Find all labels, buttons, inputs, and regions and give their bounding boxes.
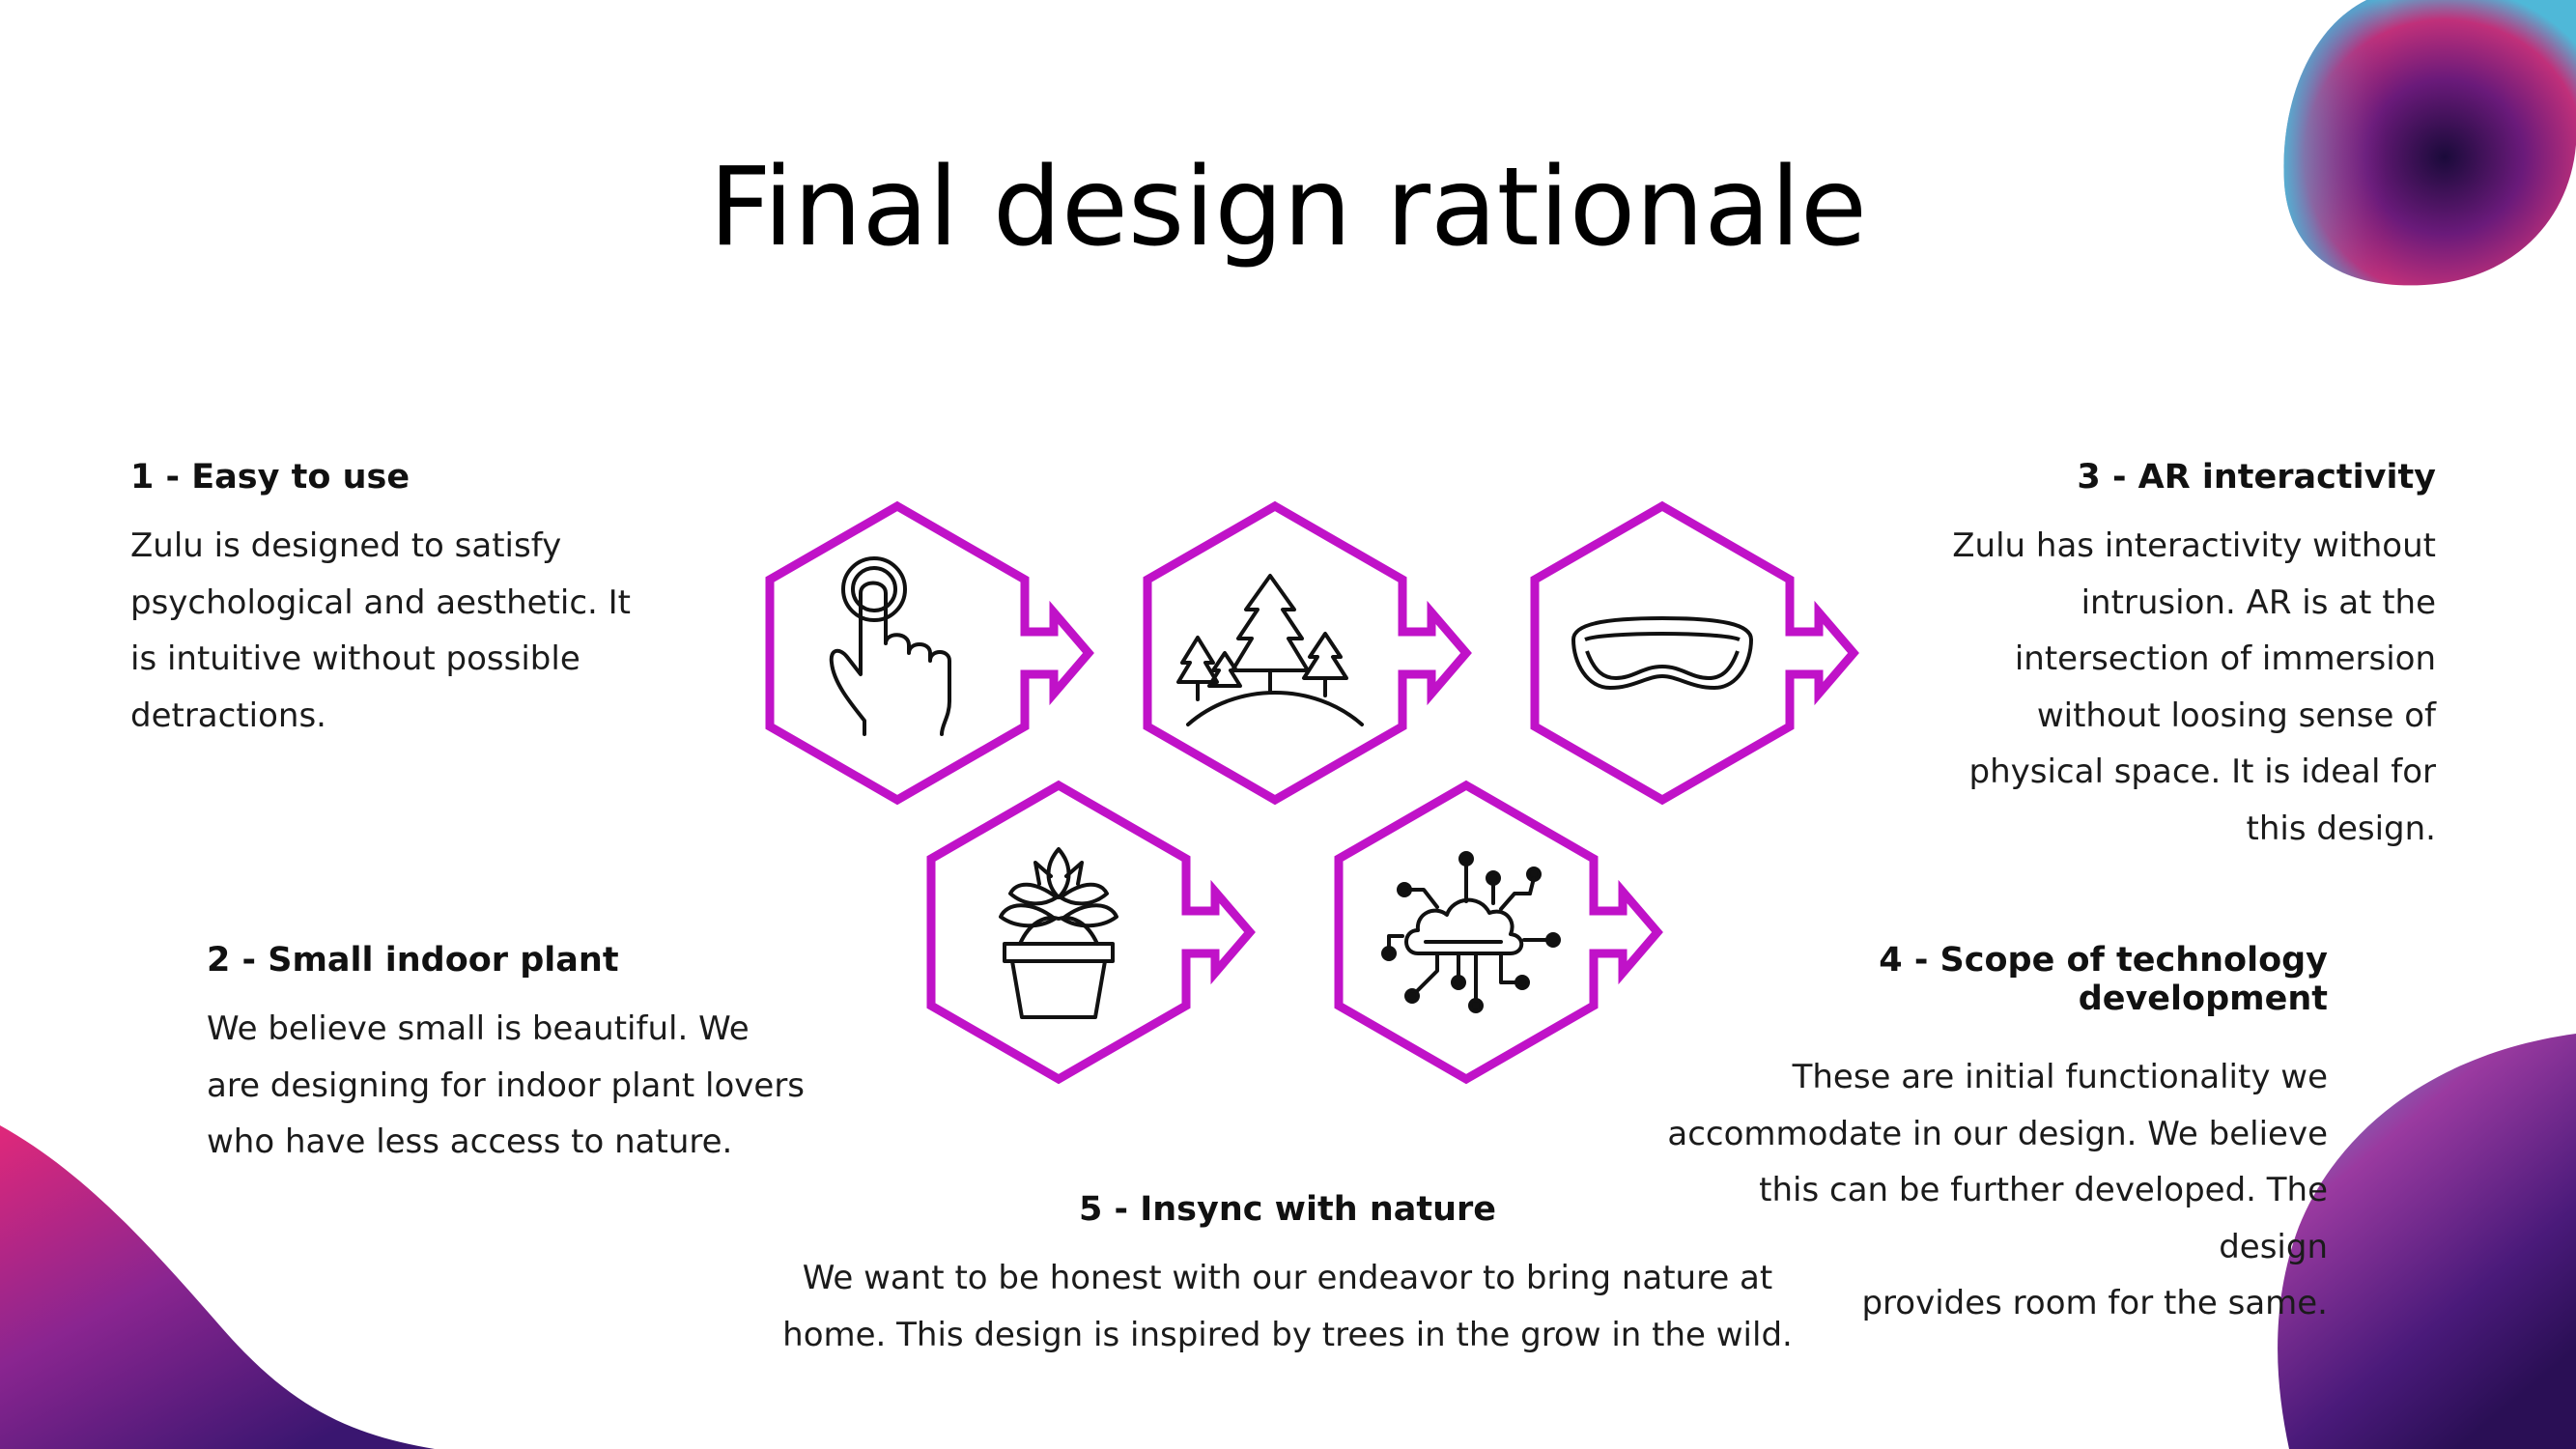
decorative-blob-bottom-left <box>0 1125 435 1449</box>
slide-title: Final design rationale <box>709 145 1867 270</box>
point-body-line: detractions. <box>130 696 326 735</box>
hexagon-4 <box>931 785 1250 1079</box>
forest-trees-icon <box>1176 574 1364 726</box>
point-body-line: Zulu has interactivity without <box>1952 526 2436 565</box>
point-heading: 4 - Scope of technology development <box>1879 941 2328 1018</box>
point-body-line: is intuitive without possible <box>130 639 580 678</box>
point-body-line: physical space. It is ideal for <box>1968 753 2436 791</box>
point-body-line: are designing for indoor plant lovers <box>207 1065 806 1105</box>
touch-hand-icon <box>829 556 951 736</box>
point-body-line: We believe small is beautiful. We <box>207 1009 750 1048</box>
point-heading: 1 - Easy to use <box>130 458 410 497</box>
point-body-line: accommodate in our design. We believe <box>1667 1114 2328 1153</box>
potted-succulent-icon <box>999 847 1118 1019</box>
point-body-line: without loosing sense of <box>2036 696 2436 735</box>
point-5-insync-with-nature: 5 - Insync with nature We want to be hon… <box>756 1190 1819 1363</box>
ar-goggles-icon <box>1571 616 1753 690</box>
point-body-line: home. This design is inspired by trees i… <box>782 1315 1793 1354</box>
decorative-blob-bottom-right <box>2278 1034 2576 1449</box>
point-body-line: Zulu is designed to satisfy <box>130 526 562 565</box>
point-body-line: provides room for the same. <box>1861 1284 2328 1322</box>
point-body-line: intersection of immersion <box>2014 639 2436 678</box>
point-heading: 3 - AR interactivity <box>2077 458 2436 497</box>
point-heading: 2 - Small indoor plant <box>207 941 619 980</box>
point-3-ar-interactivity: 3 - AR interactivity Zulu has interactiv… <box>1893 458 2436 857</box>
cloud-network-icon <box>1381 851 1561 1013</box>
point-body-line: this design. <box>2246 809 2436 848</box>
hexagon-1 <box>770 506 1089 800</box>
point-heading: 5 - Insync with nature <box>1078 1190 1497 1229</box>
point-body-line: this can be further developed. The desig… <box>1759 1171 2328 1266</box>
point-1-easy-to-use: 1 - Easy to use Zulu is designed to sati… <box>130 458 729 744</box>
point-body-line: intrusion. AR is at the <box>2081 582 2436 622</box>
point-body-line: who have less access to nature. <box>207 1122 733 1161</box>
point-body-line: These are initial functionality we <box>1792 1058 2328 1096</box>
hexagon-3 <box>1535 506 1854 800</box>
decorative-blob-top-right <box>2283 0 2576 286</box>
point-2-small-indoor-plant: 2 - Small indoor plant We believe small … <box>207 941 835 1171</box>
point-4-scope-of-technology: 4 - Scope of technology development Thes… <box>1642 941 2328 1332</box>
hexagon-2 <box>1147 506 1466 800</box>
point-body-line: psychological and aesthetic. It <box>130 582 632 622</box>
point-body-line: We want to be honest with our endeavor t… <box>802 1259 1773 1297</box>
hexagon-5 <box>1339 785 1657 1079</box>
